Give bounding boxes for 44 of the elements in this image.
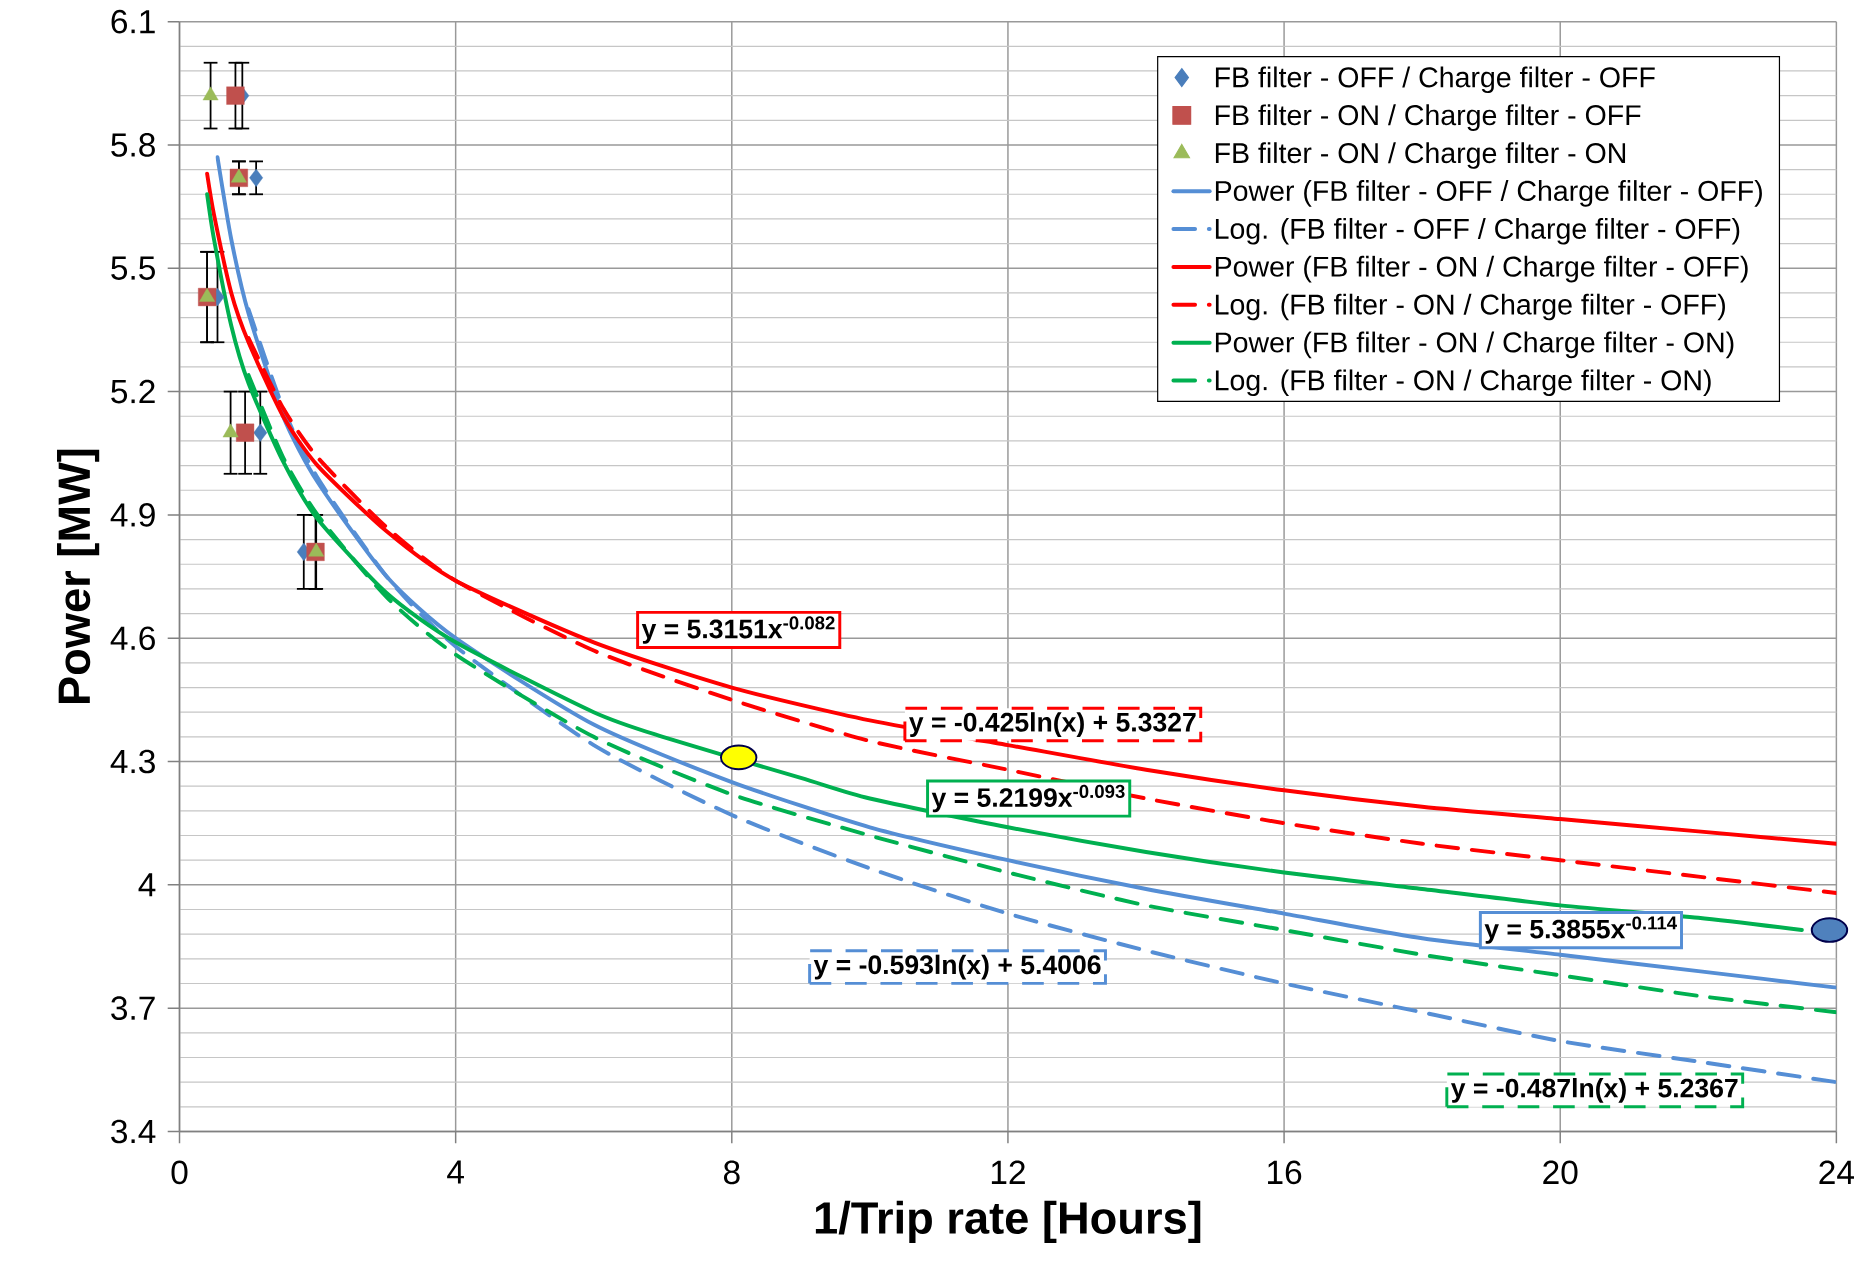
x-tick-label: 4 [447, 1160, 464, 1184]
annotation: y = 5.3855x$^{-0.114}$ [1484, 916, 1677, 944]
legend-label: FB filter - ON / Charge filter - OFF [1215, 104, 1641, 131]
x-tick-label: 20 [1543, 1160, 1578, 1185]
legend-label: Power (FB filter - ON / Charge filter - ON) [1215, 331, 1734, 359]
y-tick-label: 5.2 [111, 379, 155, 404]
point [226, 86, 245, 105]
legend-label: Log. (FB filter - OFF / Charge filter - OFF) [1215, 217, 1740, 245]
point [199, 287, 215, 302]
annotation: y = -0.593ln(x) + 5.4006 [813, 954, 1101, 980]
annotation: y = 5.3151x$^{-0.082}$ [641, 616, 835, 644]
annotation: y = -0.487ln(x) + 5.2367 [1450, 1077, 1738, 1103]
x-tick-label: 16 [1268, 1160, 1302, 1185]
annotation: y = 5.2199x$^{-0.093}$ [931, 784, 1125, 813]
x-tick-label: 8 [723, 1160, 740, 1185]
point [253, 423, 268, 442]
y-tick-label: 5.5 [111, 256, 155, 280]
y-tick-label: 4.3 [110, 749, 155, 774]
x-tick-label: 0 [171, 1160, 188, 1185]
point [231, 168, 247, 183]
point [222, 423, 239, 438]
x-axis-title: 1/Trip rate [Hours] [815, 1200, 1201, 1243]
point [236, 423, 255, 442]
point [720, 744, 758, 771]
y-tick-label: 5.8 [111, 133, 155, 157]
y-axis-title: Power [MW] [57, 449, 100, 703]
legend-label: Log. (FB filter - ON / Charge filter - ON) [1215, 369, 1711, 396]
y-tick-label: 4.6 [110, 626, 155, 650]
y-tick-label: 4 [138, 873, 156, 897]
legend-label: Power (FB filter - ON / Charge filter - OFF) [1215, 255, 1748, 283]
x-tick-label: 12 [991, 1160, 1025, 1184]
y-tick-label: 6.1 [111, 9, 155, 34]
annotation: y = -0.425ln(x) + 5.3327 [909, 712, 1196, 737]
point [249, 168, 263, 187]
y-tick-label: 4.9 [110, 502, 155, 527]
point [202, 86, 219, 101]
x-tick-label: 24 [1819, 1160, 1854, 1184]
legend-label: Power (FB filter - OFF / Charge filter - OFF) [1215, 179, 1762, 207]
legend-label: Log. (FB filter - ON / Charge filter - OFF) [1215, 293, 1725, 321]
legend-label: FB filter - OFF / Charge filter - OFF [1215, 66, 1655, 93]
y-tick-label: 3.7 [111, 996, 155, 1020]
y-tick-label: 3.4 [111, 1119, 156, 1144]
point [308, 542, 325, 557]
legend-label: FB filter - ON / Charge filter - ON [1215, 142, 1626, 169]
